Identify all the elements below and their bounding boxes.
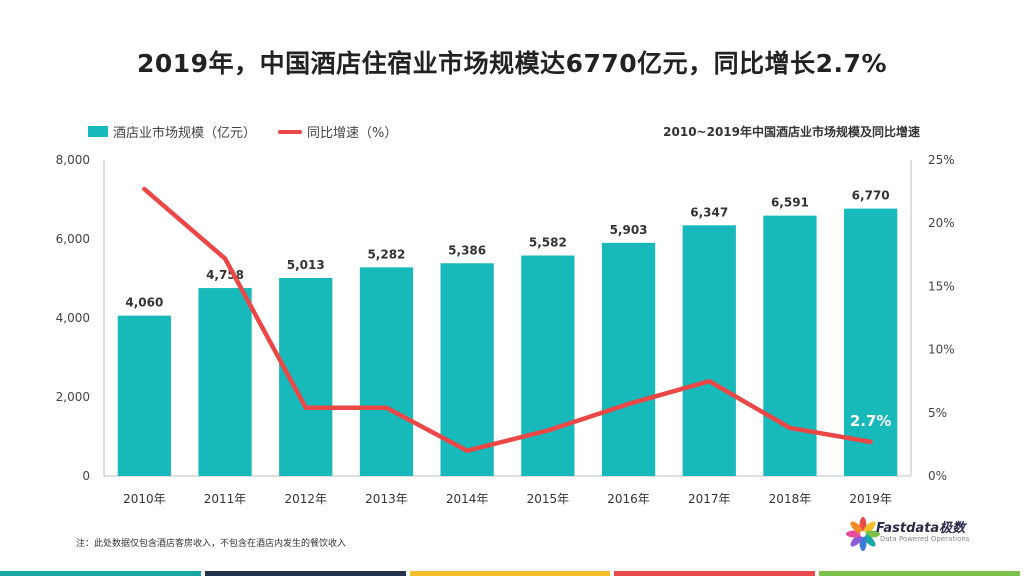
bar bbox=[601, 242, 656, 476]
y-right-tick-label: 5% bbox=[928, 406, 947, 420]
legend-item-line: 同比增速（%） bbox=[278, 122, 397, 141]
bar-value-label: 5,582 bbox=[529, 236, 567, 250]
legend-line-label: 同比增速（%） bbox=[307, 126, 398, 141]
y-right-tick-label: 20% bbox=[928, 216, 955, 230]
bar-value-label: 5,903 bbox=[610, 223, 648, 237]
chart-subtitle: 2010~2019年中国酒店业市场规模及同比增速 bbox=[663, 125, 920, 139]
strip-segment bbox=[409, 571, 611, 576]
bar-value-label: 5,386 bbox=[448, 243, 486, 257]
y-right-tick-label: 25% bbox=[928, 153, 955, 167]
bar-value-label: 6,591 bbox=[771, 196, 809, 210]
bar bbox=[117, 315, 171, 476]
chart-legend: 酒店业市场规模（亿元） 同比增速（%） bbox=[88, 122, 419, 141]
x-tick-label: 2012年 bbox=[284, 492, 327, 506]
strip-segment bbox=[204, 571, 406, 576]
y-left-tick-label: 6,000 bbox=[56, 232, 90, 246]
growth-line bbox=[142, 186, 873, 453]
legend-line-swatch bbox=[278, 129, 303, 134]
legend-item-bars: 酒店业市场规模（亿元） bbox=[88, 122, 256, 141]
x-tick-label: 2010年 bbox=[123, 492, 166, 506]
y-left-tick-label: 2,000 bbox=[56, 390, 90, 404]
x-tick-label: 2011年 bbox=[204, 492, 247, 506]
legend-bar-label: 酒店业市场规模（亿元） bbox=[113, 126, 257, 141]
bar-value-label: 6,770 bbox=[852, 189, 890, 203]
bar bbox=[521, 255, 575, 476]
x-tick-label: 2014年 bbox=[446, 492, 489, 506]
x-tick-label: 2015年 bbox=[527, 492, 570, 506]
y-right-tick-label: 10% bbox=[928, 343, 955, 357]
y-left-tick-label: 8,000 bbox=[56, 153, 90, 167]
y-right-tick-label: 0% bbox=[928, 469, 947, 483]
strip-segment bbox=[614, 571, 816, 576]
bar bbox=[682, 225, 736, 476]
strip-segment bbox=[0, 571, 201, 576]
bar-value-label: 4,060 bbox=[125, 296, 163, 310]
x-tick-label: 2018年 bbox=[769, 492, 812, 506]
y-left-tick-label: 0 bbox=[82, 469, 90, 483]
bar bbox=[359, 267, 414, 476]
x-tick-label: 2019年 bbox=[849, 492, 892, 506]
logo-tagline: Data Powered Operations bbox=[880, 535, 970, 543]
x-tick-label: 2013年 bbox=[365, 492, 408, 506]
bar bbox=[763, 215, 817, 476]
logo-brand: Fastdata极数 bbox=[876, 521, 966, 536]
y-left-tick-label: 4,000 bbox=[56, 311, 90, 325]
bar-value-label: 5,013 bbox=[287, 258, 325, 272]
bottom-color-strip bbox=[0, 571, 1024, 576]
y-right-tick-label: 15% bbox=[928, 279, 955, 293]
line-annotation-label: 2.7% bbox=[850, 412, 892, 430]
bar bbox=[198, 288, 252, 476]
page-title: 2019年，中国酒店住宿业市场规模达6770亿元，同比增长2.7% bbox=[137, 49, 887, 78]
bar-value-label: 6,347 bbox=[690, 205, 728, 219]
bar bbox=[844, 208, 898, 476]
logo-flower-icon bbox=[846, 517, 880, 551]
footnote: 注：此处数据仅包含酒店客房收入，不包含在酒店内发生的餐饮收入 bbox=[76, 539, 347, 549]
strip-segment bbox=[819, 571, 1020, 576]
x-tick-label: 2016年 bbox=[607, 492, 650, 506]
bar-value-label: 5,282 bbox=[367, 247, 405, 261]
legend-bar-swatch bbox=[88, 126, 108, 137]
x-tick-label: 2017年 bbox=[688, 492, 731, 506]
